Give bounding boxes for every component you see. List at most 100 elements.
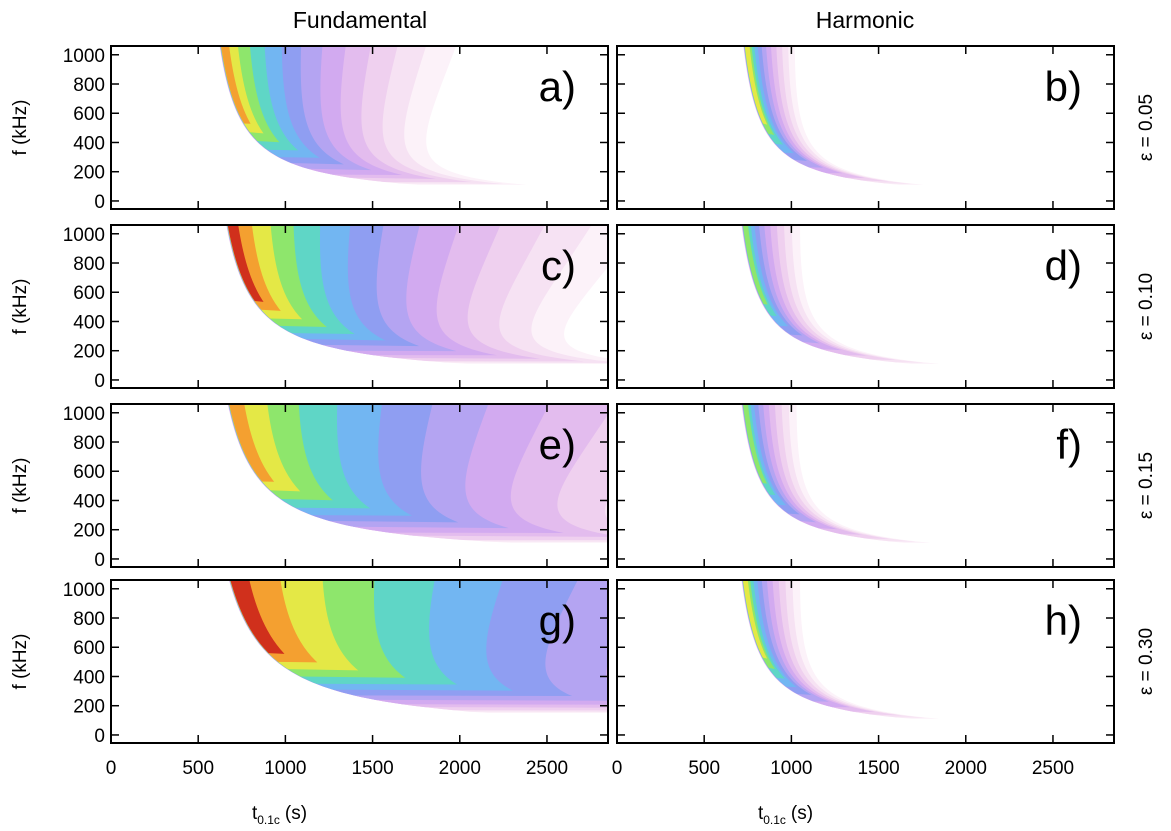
contour: [227, 404, 608, 543]
x-axis-title-sub: 0.1c: [257, 813, 280, 827]
contour: [228, 580, 608, 714]
contour: [741, 580, 940, 719]
contour: [741, 404, 931, 543]
y-tick-label: 600: [73, 283, 105, 304]
x-tick-label: 0: [612, 758, 623, 779]
y-tick-label: 400: [73, 133, 105, 154]
contour-band: [221, 46, 251, 124]
panel: d) ε = 0.10: [616, 224, 1157, 389]
contour-band: [744, 46, 768, 125]
y-tick-label: 1000: [63, 404, 105, 425]
panel: 0 200 400 600 800 1000 c) f (kHz): [10, 224, 609, 392]
x-axis-title-unit: (s): [285, 803, 307, 824]
x-tick-label: 500: [182, 758, 214, 779]
x-axis-title-sub: 0.1c: [763, 813, 786, 827]
contour: [743, 46, 924, 185]
contour: [226, 225, 608, 364]
y-tick-label: 1000: [63, 225, 105, 246]
y-tick-label: 400: [73, 491, 105, 512]
contour-band: [742, 580, 768, 659]
y-tick-label: 800: [73, 609, 105, 630]
panel: 0 500 1000 1500 2000 2500 h) t0.1c (s) ε = 0.30: [612, 579, 1157, 827]
panel-label: a): [539, 63, 576, 110]
x-tick-label: 1500: [857, 758, 899, 779]
y-tick-label: 200: [73, 342, 105, 363]
plot-frame: [616, 403, 1115, 568]
row-label: ε = 0.05: [1136, 94, 1157, 161]
plot-frame: [110, 403, 609, 568]
row-label: ε = 0.10: [1136, 273, 1157, 340]
plot-frame: [616, 224, 1115, 389]
x-tick-label: 1000: [770, 758, 812, 779]
x-axis-title-main: t: [252, 803, 258, 824]
column-title: Harmonic: [816, 7, 914, 33]
x-axis-title: t0.1c (s): [758, 803, 813, 827]
x-axis-title: t0.1c (s): [252, 803, 307, 827]
plot-frame: [110, 579, 609, 744]
x-tick-label: 1000: [264, 758, 306, 779]
contour: [219, 46, 527, 185]
y-tick-label: 400: [73, 312, 105, 333]
y-axis-title: f (kHz): [10, 634, 31, 690]
panel-label: g): [539, 597, 576, 644]
y-tick-label: 600: [73, 638, 105, 659]
row-label: ε = 0.30: [1136, 628, 1157, 695]
y-tick-label: 600: [73, 462, 105, 483]
panel-label: e): [539, 421, 576, 468]
panel-label: c): [541, 242, 576, 289]
contour-band: [229, 404, 275, 482]
contour-band: [743, 46, 865, 178]
y-tick-label: 400: [73, 667, 105, 688]
y-tick-label: 1000: [63, 580, 105, 601]
contour-band: [230, 580, 285, 654]
panel-label: f): [1056, 421, 1082, 468]
plot-frame: [616, 45, 1115, 210]
contour-band: [742, 404, 767, 484]
x-axis-title-unit: (s): [791, 803, 813, 824]
panel: 0 500 1000 1500 2000 2500 0 200 400 600 800 1000 g) f…: [10, 579, 609, 827]
contour-band: [741, 404, 862, 535]
x-axis-title-main: t: [758, 803, 764, 824]
x-tick-label: 0: [106, 758, 117, 779]
plot-frame: [110, 45, 609, 210]
x-tick-label: 2000: [945, 758, 987, 779]
plot-frame: [110, 224, 609, 389]
y-tick-label: 800: [73, 433, 105, 454]
y-axis-title: f (kHz): [10, 458, 31, 514]
panel: f) ε = 0.15: [616, 403, 1157, 568]
row-label: ε = 0.15: [1136, 452, 1157, 519]
y-tick-label: 0: [94, 726, 105, 747]
panel-label: b): [1045, 63, 1082, 110]
contour-band: [742, 404, 776, 495]
y-tick-label: 0: [94, 550, 105, 571]
y-tick-label: 200: [73, 521, 105, 542]
contour-band: [742, 225, 768, 305]
y-tick-label: 800: [73, 254, 105, 275]
panel-label: d): [1045, 242, 1082, 289]
y-tick-label: 200: [73, 163, 105, 184]
panel: b) ε = 0.05: [616, 45, 1157, 210]
contour-band: [742, 225, 777, 316]
y-tick-label: 800: [73, 75, 105, 96]
y-tick-label: 1000: [63, 46, 105, 67]
x-tick-label: 1500: [351, 758, 393, 779]
y-tick-label: 200: [73, 697, 105, 718]
contour-band: [227, 225, 264, 302]
column-title: Fundamental: [293, 7, 427, 33]
x-tick-label: 2500: [1032, 758, 1074, 779]
y-tick-label: 0: [94, 371, 105, 392]
panel: 0 200 400 600 800 1000 e) f (kHz): [10, 403, 609, 571]
y-tick-label: 600: [73, 104, 105, 125]
x-tick-label: 2500: [526, 758, 568, 779]
panel-label: h): [1045, 597, 1082, 644]
y-axis-title: f (kHz): [10, 279, 31, 335]
panel: 0 200 400 600 800 1000 a) f (kHz): [10, 45, 609, 213]
x-tick-label: 500: [688, 758, 720, 779]
contour: [741, 225, 940, 364]
plot-frame: [616, 579, 1115, 744]
y-tick-label: 0: [94, 192, 105, 213]
x-tick-label: 2000: [439, 758, 481, 779]
y-axis-title: f (kHz): [10, 100, 31, 156]
